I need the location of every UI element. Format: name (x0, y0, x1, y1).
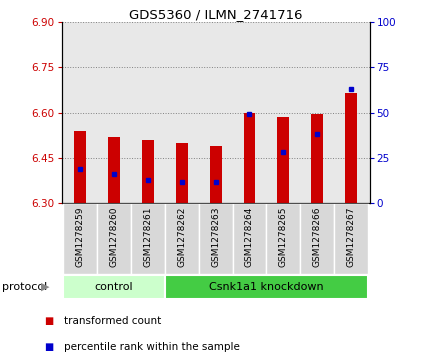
Bar (210, 146, 221, 203)
Text: GSM1278261: GSM1278261 (143, 207, 152, 267)
Bar (142, 140, 154, 203)
Text: control: control (95, 282, 133, 292)
Bar (243, 113, 255, 203)
Text: GSM1278267: GSM1278267 (346, 207, 356, 267)
Bar (74, 131, 86, 203)
Title: GDS5360 / ILMN_2741716: GDS5360 / ILMN_2741716 (129, 8, 302, 21)
Bar (131, 203, 165, 274)
Bar (199, 203, 232, 274)
Bar (311, 114, 323, 203)
Bar (345, 93, 357, 203)
Text: transformed count: transformed count (64, 316, 161, 326)
Bar (334, 203, 368, 274)
Text: GSM1278259: GSM1278259 (76, 207, 85, 267)
Text: ■: ■ (44, 316, 53, 326)
Text: GSM1278263: GSM1278263 (211, 207, 220, 267)
Bar (63, 275, 165, 299)
Bar (165, 275, 368, 299)
Text: GSM1278260: GSM1278260 (110, 207, 118, 267)
Bar (108, 137, 120, 203)
Text: GSM1278266: GSM1278266 (313, 207, 322, 267)
Bar (176, 143, 188, 203)
Text: protocol: protocol (2, 282, 48, 292)
Text: GSM1278264: GSM1278264 (245, 207, 254, 267)
Text: ▶: ▶ (41, 282, 49, 292)
Bar (63, 203, 97, 274)
Bar (165, 203, 199, 274)
Bar (232, 203, 266, 274)
Text: GSM1278262: GSM1278262 (177, 207, 186, 267)
Bar (266, 203, 300, 274)
Bar (277, 117, 289, 203)
Bar (97, 203, 131, 274)
Text: ■: ■ (44, 342, 53, 352)
Bar (300, 203, 334, 274)
Text: GSM1278265: GSM1278265 (279, 207, 288, 267)
Text: percentile rank within the sample: percentile rank within the sample (64, 342, 240, 352)
Text: Csnk1a1 knockdown: Csnk1a1 knockdown (209, 282, 324, 292)
